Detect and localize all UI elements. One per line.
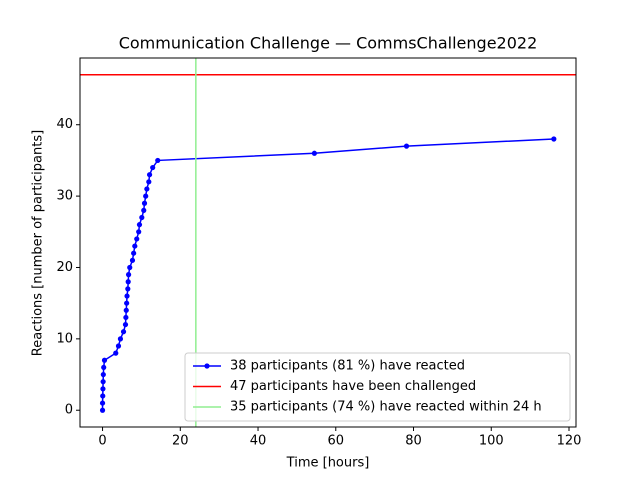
data-point	[125, 279, 131, 285]
data-point	[123, 307, 129, 313]
data-point	[120, 329, 127, 335]
y-tick-label: 30	[56, 189, 73, 204]
legend-label: 35 participants (74 %) have reacted with…	[230, 400, 542, 415]
data-point	[125, 286, 131, 292]
legend-label: 38 participants (81 %) have reacted	[230, 359, 465, 374]
data-point	[131, 250, 137, 256]
data-point	[115, 343, 122, 349]
y-tick-label: 0	[65, 403, 73, 418]
data-point	[403, 143, 410, 149]
data-point	[125, 272, 132, 278]
data-point	[123, 314, 129, 321]
legend-box	[184, 352, 571, 422]
x-tick-label: 60	[328, 434, 345, 449]
x-tick-label: 120	[557, 434, 582, 449]
legend-marker	[204, 363, 210, 369]
legend-label: 47 participants have been challenged	[230, 379, 476, 394]
data-point	[100, 379, 106, 385]
data-point	[129, 257, 136, 263]
x-tick-label: 0	[98, 434, 106, 449]
data-point	[141, 207, 147, 213]
data-point	[127, 264, 133, 271]
y-tick-label: 10	[56, 331, 73, 346]
data-point	[311, 150, 317, 156]
x-tick-label: 40	[250, 434, 267, 449]
chart-title: Communication Challenge — CommsChallenge…	[119, 34, 538, 53]
data-point	[100, 386, 106, 392]
data-point	[143, 193, 149, 199]
data-point	[134, 236, 140, 242]
y-tick-label: 20	[56, 260, 73, 275]
x-tick-label: 80	[405, 434, 422, 449]
data-point	[101, 357, 108, 363]
data-point	[99, 400, 106, 406]
data-point	[101, 364, 107, 371]
data-point	[155, 157, 161, 164]
data-point	[113, 350, 119, 356]
x-tick-label: 20	[172, 434, 189, 449]
data-point	[117, 336, 124, 342]
x-tick-label: 100	[479, 434, 504, 449]
data-point	[100, 371, 106, 378]
y-tick-label: 40	[56, 117, 73, 132]
data-point	[551, 136, 557, 142]
data-point	[136, 222, 143, 228]
data-point	[146, 179, 152, 185]
data-point	[144, 186, 150, 192]
data-point	[124, 300, 130, 306]
data-point	[124, 293, 130, 299]
data-point	[100, 393, 106, 399]
data-point	[146, 172, 153, 178]
data-point	[150, 164, 156, 171]
data-point	[139, 214, 145, 221]
x-axis-label: Time [hours]	[286, 456, 370, 471]
data-point	[136, 229, 142, 235]
plot-frame	[79, 57, 577, 428]
data-point	[132, 243, 138, 249]
data-point	[99, 407, 106, 413]
y-axis-label: Reactions [number of participants]	[31, 130, 46, 356]
data-point	[122, 321, 129, 328]
data-point	[141, 200, 148, 206]
